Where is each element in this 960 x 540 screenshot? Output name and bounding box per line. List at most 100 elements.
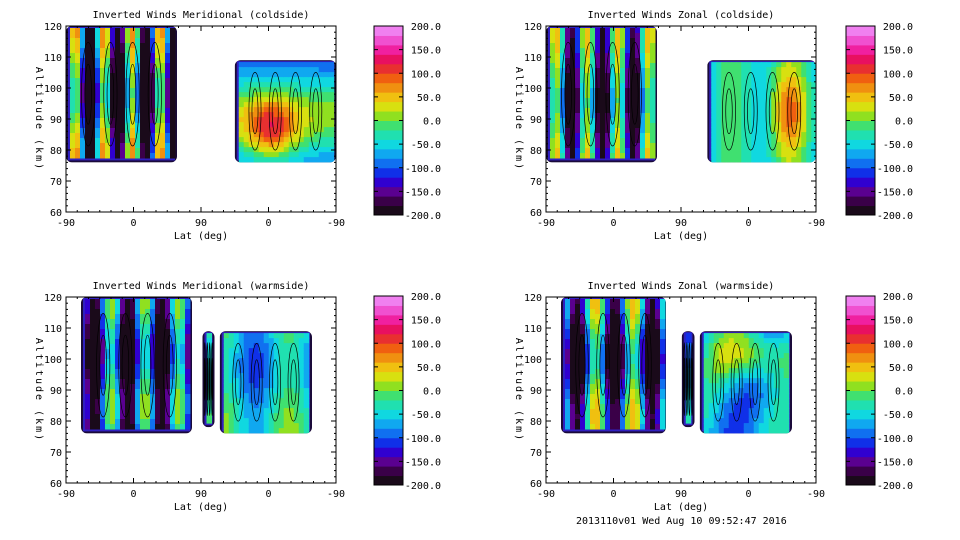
field-cell (110, 424, 116, 430)
field-cell (610, 309, 616, 315)
field-cell (160, 414, 166, 420)
field-cell (90, 404, 96, 410)
field-cell (110, 98, 116, 104)
field-cell (90, 103, 96, 109)
field-cell (738, 393, 745, 399)
field-cell (243, 358, 250, 364)
field-cell (625, 68, 631, 74)
field-cell (120, 359, 126, 365)
field-cell (328, 77, 335, 83)
field-cell (726, 117, 732, 123)
field-cell (555, 133, 561, 139)
field-cell (238, 343, 245, 349)
field-cell (758, 403, 765, 409)
field-cell (655, 404, 661, 410)
field-cell (575, 73, 581, 79)
field-cell (155, 153, 161, 159)
field-cell (160, 48, 166, 54)
field-cell (273, 92, 280, 98)
field-cell (155, 48, 161, 54)
field-cell (600, 349, 606, 355)
field-cell (766, 77, 772, 83)
y-tick-label: 70 (530, 177, 542, 188)
contour-line (140, 313, 155, 418)
field-cell (791, 132, 797, 138)
field-cell (263, 423, 270, 429)
field-cell (145, 389, 151, 395)
field-cell (615, 33, 621, 39)
x-tick-label: -90 (807, 489, 825, 500)
field-cell (90, 63, 96, 69)
field-cell (708, 363, 715, 369)
field-cell (620, 424, 626, 430)
field-cell (748, 343, 755, 349)
field-cell (610, 73, 616, 79)
field-cell (756, 117, 762, 123)
colorbar-swatch (374, 475, 403, 486)
field-cell (308, 157, 315, 163)
field-cell (768, 358, 775, 364)
field-cell (791, 77, 797, 83)
field-cell (620, 48, 626, 54)
field-cell (620, 314, 626, 320)
field-cell (630, 103, 636, 109)
field-cell (100, 118, 106, 124)
field-cell (328, 157, 335, 163)
field-cell (278, 152, 285, 158)
field-cell (140, 103, 146, 109)
colorbar-swatch (846, 314, 875, 325)
field-cell (806, 82, 812, 88)
field-cell (100, 153, 106, 159)
field-cell (95, 329, 101, 335)
field-cell (80, 88, 86, 94)
field-cell (565, 299, 571, 305)
field-cell (293, 107, 300, 113)
field-cell (635, 424, 641, 430)
field-cell (723, 408, 730, 414)
field-cell (711, 127, 717, 133)
field-cell (595, 83, 601, 89)
contour-line (686, 357, 688, 401)
field-cell (85, 329, 91, 335)
field-cell (135, 299, 141, 305)
field-cell (263, 348, 270, 354)
field-cell (90, 78, 96, 84)
field-cell (773, 338, 780, 344)
field-cell (150, 53, 156, 59)
field-cell (575, 404, 581, 410)
field-cell (248, 157, 255, 163)
field-cell (781, 102, 787, 108)
field-cell (731, 137, 737, 143)
field-cell (796, 147, 802, 153)
field-cell (726, 112, 732, 118)
field-cell (768, 383, 775, 389)
field-cell (728, 423, 735, 429)
field-cell (650, 113, 656, 119)
field-cell (640, 53, 646, 59)
field-cell (771, 142, 777, 148)
field-cell (570, 374, 576, 380)
field-cell (308, 107, 315, 113)
field-cell (560, 153, 566, 159)
field-cell (756, 137, 762, 143)
field-cell (645, 78, 651, 84)
field-cell (140, 73, 146, 79)
field-cell (150, 128, 156, 134)
field-cell (170, 58, 176, 64)
field-cell (110, 48, 116, 54)
field-cell (736, 92, 742, 98)
field-cell (278, 77, 285, 83)
field-cell (751, 137, 757, 143)
field-cell (130, 78, 136, 84)
field-cell (100, 113, 106, 119)
field-cell (263, 418, 270, 424)
field-cell (630, 148, 636, 154)
field-cell (100, 28, 106, 34)
colorbar-swatch (846, 82, 875, 93)
field-cell (781, 107, 787, 113)
field-cell (258, 92, 265, 98)
field-cell (278, 428, 285, 434)
field-cell (580, 404, 586, 410)
field-cell (640, 118, 646, 124)
field-cell (90, 138, 96, 144)
